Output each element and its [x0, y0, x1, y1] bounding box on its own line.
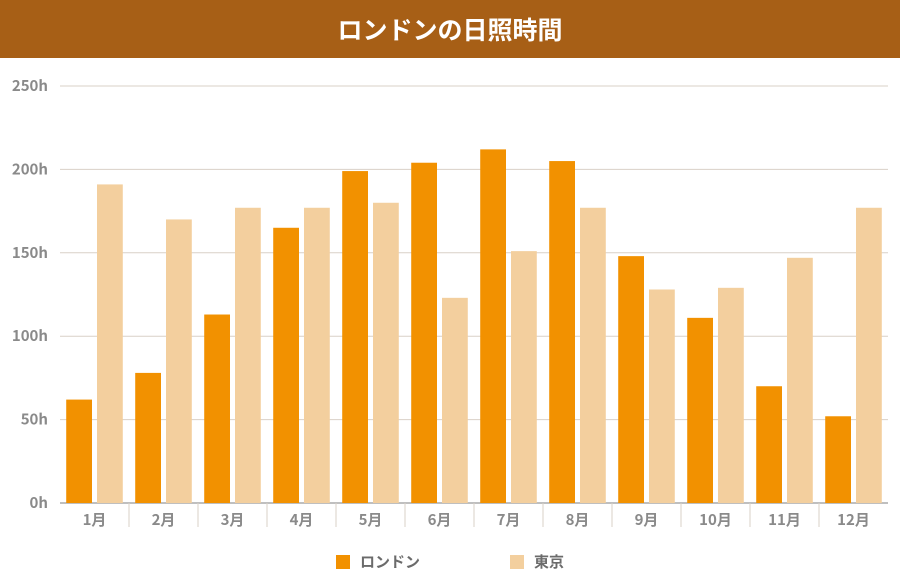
bar-ロンドン-12月	[825, 416, 851, 503]
bar-ロンドン-1月	[66, 400, 92, 503]
x-tick-label: 4月	[290, 509, 314, 530]
title-bar: ロンドンの日照時間	[0, 0, 900, 58]
bar-ロンドン-9月	[618, 256, 644, 503]
bar-ロンドン-11月	[756, 386, 782, 503]
x-tick-label: 12月	[837, 509, 870, 530]
x-tick-label: 8月	[566, 509, 590, 530]
legend-swatch-tokyo	[510, 555, 524, 569]
x-tick-label: 6月	[428, 509, 452, 530]
chart-title: ロンドンの日照時間	[337, 11, 562, 47]
x-tick-label: 9月	[635, 509, 659, 530]
bar-ロンドン-8月	[549, 161, 575, 503]
chart-area: 0h 50h 100h 150h 200h 250h 1月 2月 3月 4月 5月 6月 7月 8月 9月…	[0, 58, 900, 578]
bar-東京-5月	[373, 203, 399, 503]
legend-swatch-london	[336, 555, 350, 569]
legend-item-tokyo: 東京	[510, 551, 564, 572]
bar-ロンドン-5月	[342, 171, 368, 503]
bar-東京-10月	[718, 288, 744, 503]
bar-東京-7月	[511, 251, 537, 503]
bar-ロンドン-7月	[480, 149, 506, 503]
bar-東京-9月	[649, 289, 675, 503]
bar-ロンドン-2月	[135, 373, 161, 503]
chart-svg: 0h 50h 100h 150h 200h 250h 1月 2月 3月 4月 5月 6月 7月 8月 9月…	[0, 58, 900, 578]
bar-ロンドン-6月	[411, 163, 437, 503]
y-tick-label: 100h	[12, 325, 48, 346]
legend-item-london: ロンドン	[336, 551, 420, 572]
y-tick-label: 150h	[12, 242, 48, 263]
y-tick-label: 0h	[30, 492, 48, 513]
bar-ロンドン-4月	[273, 228, 299, 503]
y-tick-label: 50h	[21, 409, 48, 430]
bar-東京-12月	[856, 208, 882, 503]
bar-東京-1月	[97, 184, 123, 503]
bar-東京-11月	[787, 258, 813, 503]
x-tick-label: 11月	[768, 509, 801, 530]
bar-東京-6月	[442, 298, 468, 503]
legend-label-london: ロンドン	[360, 551, 420, 572]
bar-東京-2月	[166, 219, 192, 503]
y-tick-label: 250h	[12, 75, 48, 96]
bar-東京-3月	[235, 208, 261, 503]
bar-東京-4月	[304, 208, 330, 503]
x-tick-label: 2月	[152, 509, 176, 530]
legend: ロンドン 東京	[0, 551, 900, 572]
bar-東京-8月	[580, 208, 606, 503]
y-tick-label: 200h	[12, 158, 48, 179]
x-tick-label: 10月	[699, 509, 732, 530]
x-tick-label: 5月	[359, 509, 383, 530]
x-tick-label: 7月	[497, 509, 521, 530]
bar-ロンドン-3月	[204, 315, 230, 503]
legend-label-tokyo: 東京	[534, 551, 564, 572]
x-tick-label: 1月	[83, 509, 107, 530]
bar-ロンドン-10月	[687, 318, 713, 503]
x-tick-label: 3月	[221, 509, 245, 530]
